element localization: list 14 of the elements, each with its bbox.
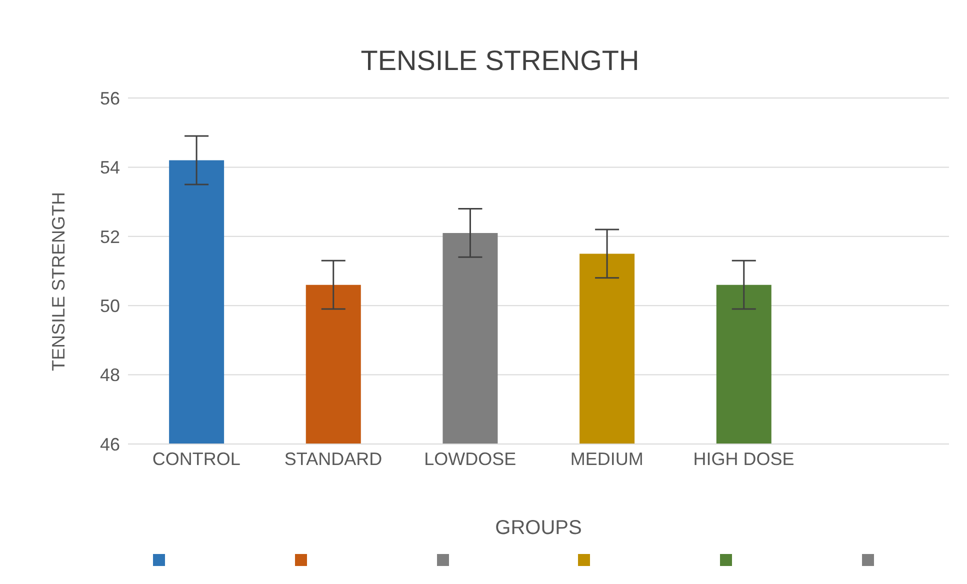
x-axis-title: GROUPS	[495, 517, 582, 539]
x-tick-label: CONTROL	[152, 448, 240, 469]
y-axis-title: TENSILE STRENGTH	[48, 192, 68, 371]
y-tick-label: 52	[100, 226, 120, 247]
x-tick-label: HIGH DOSE	[693, 448, 794, 469]
x-tick-label: STANDARD	[284, 448, 382, 469]
y-tick-label: 48	[100, 365, 120, 386]
y-tick-label: 46	[100, 434, 120, 454]
chart-title: TENSILE STRENGTH	[360, 45, 640, 76]
y-tick-label: 54	[100, 158, 120, 178]
y-tick-label: 50	[100, 296, 120, 316]
x-tick-label: LOWDOSE	[424, 448, 516, 469]
y-tick-label: 56	[100, 88, 120, 108]
x-tick-label: MEDIUM	[570, 448, 644, 469]
